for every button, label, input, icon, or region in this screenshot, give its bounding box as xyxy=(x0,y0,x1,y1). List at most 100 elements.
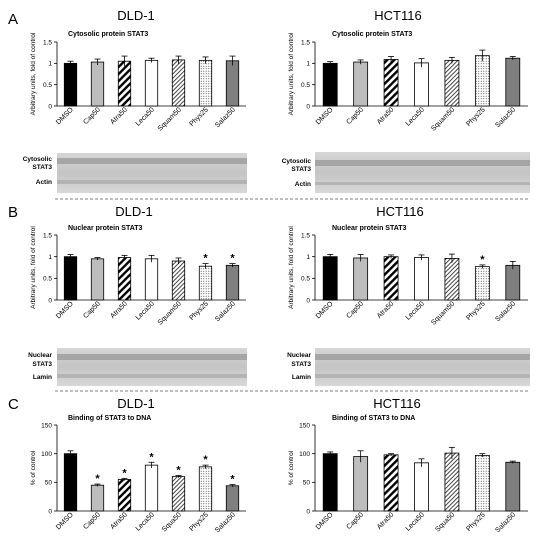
bar xyxy=(171,476,186,512)
y-tick-label: 1 xyxy=(48,254,52,261)
bar xyxy=(444,257,460,301)
y-tick-label: 0.5 xyxy=(43,276,52,283)
bar xyxy=(353,456,369,512)
chart-title: Binding of STAT3 to DNA xyxy=(332,415,415,422)
chart-title: Cytosolic protein STAT3 xyxy=(68,31,148,38)
bar xyxy=(474,454,490,512)
y-tick-label: 0.5 xyxy=(43,82,52,89)
x-tick-label: Phys25 xyxy=(465,511,487,533)
y-axis-label: Arbitrary units, fold of control xyxy=(30,32,37,115)
bar xyxy=(414,462,429,512)
x-tick-label: DMSO xyxy=(315,106,335,126)
bar xyxy=(383,454,399,512)
cell-line-title-a-hct116: HCT116 xyxy=(374,8,421,23)
bar xyxy=(144,464,159,512)
chart-b-hct116: Nuclear protein STAT3 Arbitrary units, fo… xyxy=(288,225,528,327)
x-tick-label: Cap50 xyxy=(346,106,366,126)
bar xyxy=(90,484,105,512)
x-tick-label: Squam50 xyxy=(157,300,183,326)
y-tick-label: 0 xyxy=(306,297,310,304)
y-tick-label: 0 xyxy=(48,508,52,515)
bar xyxy=(117,60,132,107)
bar xyxy=(63,256,78,301)
x-tick-label: Salaz50 xyxy=(494,106,517,129)
x-tick-label: Cap50 xyxy=(82,511,102,531)
bar xyxy=(505,264,521,301)
x-tick-label: Phys25 xyxy=(188,106,210,128)
blot-label-b-dld1-lamin: Lamin xyxy=(33,374,52,381)
western-blot-a-dld1 xyxy=(57,153,247,193)
bar xyxy=(474,266,490,301)
x-tick-label: Leca50 xyxy=(135,106,156,127)
x-tick-label: Salaz50 xyxy=(214,106,237,129)
blot-label-b-hct116-lamin: Lamin xyxy=(292,374,311,381)
significance-marker: * xyxy=(203,253,208,265)
x-tick-label: Salaz50 xyxy=(214,511,237,534)
bar xyxy=(90,258,105,301)
significance-marker: * xyxy=(149,451,154,463)
blot-label-b-dld1-line1: Nuclear xyxy=(28,352,52,359)
y-tick-label: 50 xyxy=(303,480,311,487)
bar xyxy=(63,62,78,107)
significance-marker: * xyxy=(230,253,235,265)
x-tick-label: Phys25 xyxy=(188,300,210,322)
x-tick-label: Phys25 xyxy=(465,300,487,322)
y-tick-label: 150 xyxy=(299,422,310,429)
blot-label-a-hct116-line1: Cytosolic xyxy=(282,158,312,165)
panel-letter-c: C xyxy=(8,396,19,413)
y-tick-label: 50 xyxy=(45,480,53,487)
y-tick-label: 1 xyxy=(306,254,310,261)
blot-label-a-dld1-line2: STAT3 xyxy=(32,164,52,171)
bar xyxy=(198,265,213,301)
y-axis-label: % of control xyxy=(288,450,295,485)
bar xyxy=(144,59,159,107)
panel-letter-a: A xyxy=(8,11,18,28)
x-tick-label: Phys25 xyxy=(188,511,210,533)
bar xyxy=(171,59,186,107)
x-tick-label: DMSO xyxy=(315,300,335,320)
blot-label-a-hct116-actin: Actin xyxy=(295,181,311,188)
x-tick-label: Cap50 xyxy=(346,511,366,531)
bar xyxy=(322,453,338,512)
x-tick-label: Salaz50 xyxy=(494,511,517,534)
bar xyxy=(117,257,132,301)
bar xyxy=(63,453,78,512)
x-tick-label: Squa50 xyxy=(434,511,456,533)
x-tick-label: Squa50 xyxy=(161,511,183,533)
bar xyxy=(414,257,429,301)
y-tick-label: 0 xyxy=(306,508,310,515)
significance-marker: * xyxy=(480,254,485,266)
x-tick-label: Cap50 xyxy=(82,106,102,126)
y-tick-label: 0 xyxy=(306,103,310,110)
bar xyxy=(198,59,213,107)
x-tick-label: Leca50 xyxy=(405,300,426,321)
western-blot-b-hct116 xyxy=(315,348,530,386)
y-tick-label: 1.5 xyxy=(43,39,52,46)
x-tick-label: DMSO xyxy=(55,511,75,531)
bar xyxy=(383,256,399,301)
x-tick-label: Atra50 xyxy=(109,511,129,531)
cell-line-title-c-dld1: DLD-1 xyxy=(117,396,155,411)
chart-a-dld1: Cytosolic protein STAT3 Arbitrary units, … xyxy=(30,31,246,133)
chart-title: Nuclear protein STAT3 xyxy=(332,225,407,232)
y-tick-label: 1.5 xyxy=(301,39,310,46)
significance-marker: * xyxy=(122,467,127,479)
x-tick-label: Salaz50 xyxy=(214,300,237,323)
bar xyxy=(322,62,338,107)
x-tick-label: Atra50 xyxy=(109,300,129,320)
chart-title: Nuclear protein STAT3 xyxy=(68,225,143,232)
y-tick-label: 0.5 xyxy=(301,82,310,89)
y-axis-label: Arbitrary units, fold of control xyxy=(30,226,37,309)
significance-marker: * xyxy=(176,464,181,476)
bar xyxy=(444,452,460,512)
y-tick-label: 0.5 xyxy=(301,276,310,283)
significance-marker: * xyxy=(95,473,100,485)
x-tick-label: Squam50 xyxy=(430,300,456,326)
x-tick-label: Leca50 xyxy=(405,511,426,532)
x-tick-label: Leca50 xyxy=(405,106,426,127)
cell-line-title-c-hct116: HCT116 xyxy=(373,396,420,411)
chart-a-hct116: Cytosolic protein STAT3 Arbitrary units, … xyxy=(288,31,528,133)
bar xyxy=(225,264,240,301)
chart-c-hct116: Binding of STAT3 to DNA % of control 0 50 10… xyxy=(288,415,528,534)
chart-c-dld1: Binding of STAT3 to DNA % of control 0 50 10… xyxy=(30,415,246,534)
